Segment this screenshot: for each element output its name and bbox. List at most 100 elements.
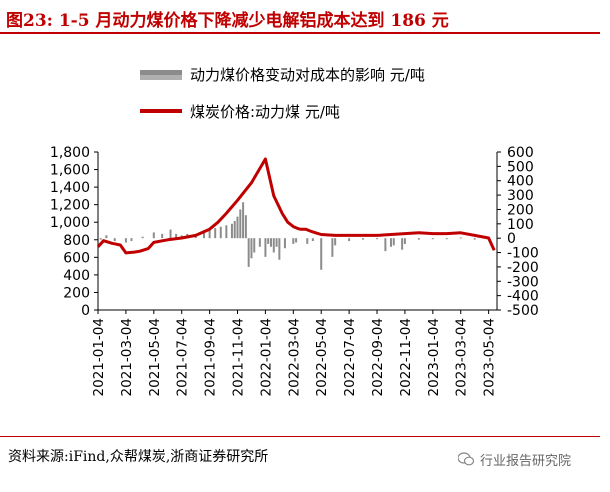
x-tick-label: 2022-07-04 bbox=[342, 318, 358, 396]
impact-bar bbox=[233, 220, 236, 239]
right-tick-label: 500 bbox=[507, 159, 534, 175]
chart: 02004006008001,0001,2001,4001,6001,800-5… bbox=[50, 145, 539, 396]
x-tick-label: 2023-03-04 bbox=[454, 318, 470, 396]
watermark: 行业报告研究院 bbox=[480, 454, 572, 469]
impact-bar bbox=[99, 238, 102, 240]
impact-bar bbox=[219, 226, 222, 239]
impact-bar bbox=[320, 238, 323, 270]
impact-bar bbox=[384, 238, 387, 252]
impact-bar bbox=[306, 238, 309, 244]
left-tick-label: 1,800 bbox=[50, 145, 90, 161]
impact-bar bbox=[258, 238, 261, 247]
right-tick-label: -200 bbox=[507, 260, 539, 276]
impact-bar bbox=[242, 202, 245, 239]
coal-price-line bbox=[96, 157, 496, 255]
impact-bar bbox=[473, 238, 476, 240]
left-tick-label: 200 bbox=[63, 285, 90, 301]
impact-bar bbox=[141, 236, 144, 239]
impact-bar bbox=[236, 216, 239, 239]
left-tick-label: 1,000 bbox=[50, 215, 90, 231]
x-tick-label: 2023-05-04 bbox=[482, 318, 498, 396]
impact-bar bbox=[161, 233, 164, 239]
impact-bar bbox=[253, 238, 256, 253]
left-tick-label: 1,400 bbox=[50, 180, 90, 196]
impact-bar bbox=[348, 238, 351, 242]
impact-bar bbox=[175, 233, 178, 239]
impact-bar bbox=[362, 238, 365, 240]
impact-bar bbox=[244, 215, 247, 239]
x-tick-label: 2022-11-04 bbox=[398, 318, 414, 396]
right-tick-label: -100 bbox=[507, 246, 539, 262]
impact-bar bbox=[105, 235, 108, 239]
impact-bar bbox=[311, 238, 314, 242]
impact-bar bbox=[230, 223, 233, 239]
legend-line-label: 煤炭价格:动力煤 元/吨 bbox=[190, 103, 340, 121]
x-tick-label: 2021-07-04 bbox=[175, 318, 191, 396]
title-bar: 图23: 1-5 月动力煤价格下降减少电解铝成本达到 186 元 bbox=[0, 0, 610, 34]
impact-bar bbox=[239, 209, 242, 239]
impact-bar bbox=[376, 238, 379, 240]
left-tick-label: 400 bbox=[63, 268, 90, 284]
title-divider bbox=[0, 32, 600, 34]
x-tick-label: 2022-03-04 bbox=[286, 318, 302, 396]
impact-bar bbox=[445, 238, 448, 240]
left-tick-label: 600 bbox=[63, 250, 90, 266]
x-tick-label: 2021-11-04 bbox=[231, 318, 247, 396]
impact-bar bbox=[152, 232, 155, 239]
impact-bar bbox=[225, 225, 228, 239]
x-tick-label: 2022-01-04 bbox=[258, 318, 274, 396]
x-tick-label: 2023-01-04 bbox=[426, 318, 442, 396]
impact-bar bbox=[250, 238, 253, 259]
right-tick-label: 200 bbox=[507, 202, 534, 218]
left-tick-label: 1,200 bbox=[50, 198, 90, 214]
figure-title: 图23: 1-5 月动力煤价格下降减少电解铝成本达到 186 元 bbox=[6, 11, 449, 31]
x-tick-label: 2021-09-04 bbox=[203, 318, 219, 396]
x-tick-label: 2021-01-04 bbox=[91, 318, 107, 396]
impact-bar bbox=[431, 238, 434, 240]
impact-bar bbox=[267, 238, 270, 244]
right-tick-label: 100 bbox=[507, 217, 534, 233]
impact-bar bbox=[417, 238, 420, 240]
x-tick-label: 2022-05-04 bbox=[314, 318, 330, 396]
legend-line-swatch bbox=[140, 109, 182, 113]
impact-bar bbox=[269, 238, 272, 247]
left-tick-label: 0 bbox=[81, 303, 90, 319]
x-tick-label: 2022-09-04 bbox=[370, 318, 386, 396]
impact-bar bbox=[334, 238, 337, 246]
impact-bar bbox=[203, 232, 206, 239]
impact-bar bbox=[401, 238, 404, 250]
impact-bar bbox=[124, 238, 127, 243]
source-note: 资料来源:iFind,众帮煤炭,浙商证券研究所 bbox=[8, 449, 269, 465]
wechat-icon bbox=[458, 452, 474, 466]
impact-bar bbox=[331, 238, 334, 257]
impact-bar bbox=[169, 229, 172, 239]
impact-bar bbox=[272, 238, 275, 253]
legend-bar-swatch bbox=[140, 70, 182, 80]
impact-bar bbox=[275, 238, 278, 247]
impact-bar bbox=[130, 238, 133, 242]
impact-bar bbox=[392, 238, 395, 246]
impact-bar bbox=[113, 238, 116, 242]
footer-divider bbox=[0, 436, 600, 437]
impact-bar bbox=[278, 238, 281, 260]
right-tick-label: 300 bbox=[507, 188, 534, 204]
left-tick-label: 800 bbox=[63, 233, 90, 249]
x-tick-label: 2021-05-04 bbox=[147, 318, 163, 396]
right-tick-label: -500 bbox=[507, 303, 539, 319]
right-tick-label: 600 bbox=[507, 145, 534, 161]
right-tick-label: -300 bbox=[507, 274, 539, 290]
impact-bar bbox=[389, 238, 392, 247]
impact-bar bbox=[459, 237, 462, 239]
impact-bar bbox=[208, 229, 211, 239]
impact-bar bbox=[264, 238, 267, 257]
impact-bar bbox=[403, 238, 406, 244]
impact-bar bbox=[283, 238, 286, 249]
right-tick-label: -400 bbox=[507, 289, 539, 305]
left-tick-label: 1,600 bbox=[50, 163, 90, 179]
impact-bar bbox=[292, 238, 295, 244]
impact-bar bbox=[295, 238, 298, 243]
x-tick-label: 2021-03-04 bbox=[119, 318, 135, 396]
impact-bar bbox=[247, 238, 250, 267]
right-tick-label: 400 bbox=[507, 174, 534, 190]
right-tick-label: 0 bbox=[507, 231, 516, 247]
